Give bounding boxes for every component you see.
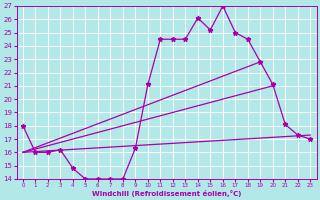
X-axis label: Windchill (Refroidissement éolien,°C): Windchill (Refroidissement éolien,°C) [92, 190, 241, 197]
